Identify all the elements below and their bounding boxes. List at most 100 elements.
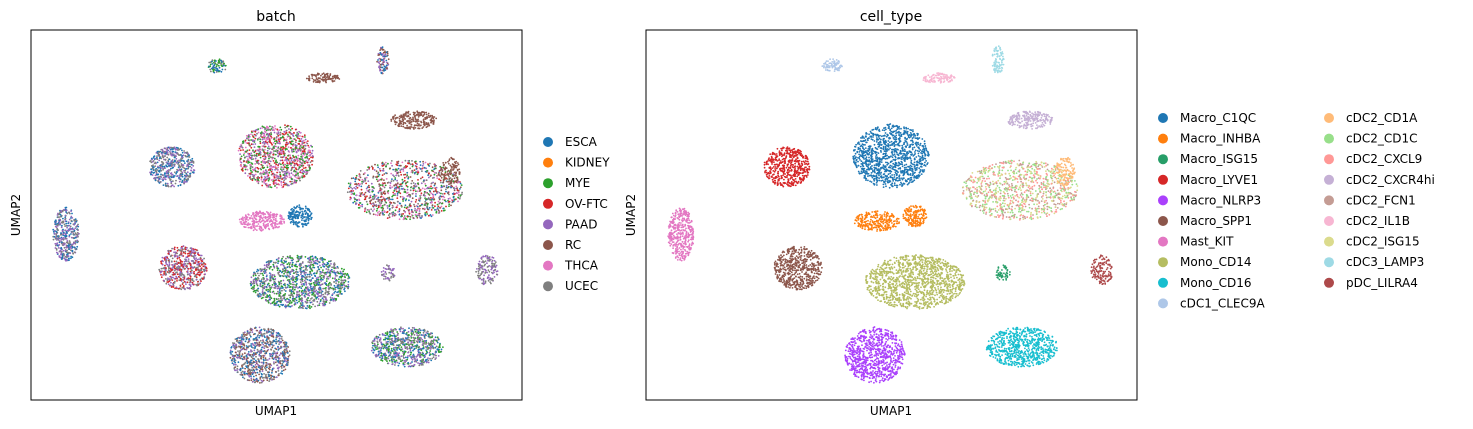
- scatter-point: [304, 162, 306, 165]
- scatter-point: [303, 151, 306, 153]
- scatter-point: [53, 235, 56, 238]
- scatter-point: [408, 212, 411, 215]
- scatter-point: [152, 166, 155, 169]
- scatter-point: [297, 143, 300, 145]
- scatter-point: [168, 259, 171, 261]
- scatter-point: [310, 160, 313, 162]
- scatter-point: [254, 157, 257, 160]
- scatter-point: [180, 268, 183, 271]
- scatter-point: [221, 65, 223, 67]
- scatter-point: [209, 63, 212, 66]
- scatter-point: [60, 253, 62, 256]
- scatter-point: [369, 212, 372, 215]
- scatter-point: [299, 131, 302, 134]
- scatter-point: [406, 215, 409, 218]
- scatter-point: [189, 165, 192, 168]
- scatter-point: [267, 161, 270, 164]
- scatter-point: [164, 147, 167, 150]
- scatter-point: [394, 202, 396, 205]
- scatter-point: [278, 183, 281, 186]
- scatter-point: [246, 216, 249, 219]
- scatter-point: [165, 149, 168, 151]
- scatter-point: [317, 80, 319, 83]
- scatter-point: [273, 129, 275, 132]
- scatter-point: [177, 269, 180, 271]
- scatter-point: [411, 211, 414, 214]
- scatter-point: [346, 191, 349, 194]
- scatter-point: [262, 140, 265, 143]
- scatter-point: [55, 233, 58, 236]
- scatter-point: [254, 291, 257, 294]
- scatter-point: [259, 153, 262, 156]
- scatter-point: [307, 208, 310, 211]
- scatter-point: [164, 159, 167, 161]
- scatter-point: [254, 143, 257, 145]
- scatter-point: [65, 246, 68, 249]
- scatter-point: [417, 124, 419, 127]
- scatter-point: [418, 200, 421, 202]
- scatter-point: [360, 193, 362, 196]
- scatter-point: [276, 169, 279, 172]
- scatter-point: [244, 218, 247, 221]
- scatter-point: [176, 171, 178, 174]
- scatter-point: [257, 178, 259, 181]
- scatter-point: [431, 177, 434, 179]
- scatter-point: [180, 247, 183, 249]
- scatter-point: [153, 177, 155, 180]
- scatter-point: [66, 232, 68, 235]
- scatter-point: [271, 172, 274, 175]
- scatter-point: [296, 163, 299, 166]
- scatter-point: [54, 242, 57, 245]
- scatter-point: [373, 187, 375, 190]
- scatter-point: [246, 137, 248, 140]
- scatter-point: [285, 160, 288, 163]
- scatter-point: [304, 136, 306, 138]
- scatter-point: [396, 182, 399, 185]
- scatter-point: [270, 137, 273, 140]
- scatter-point: [267, 135, 270, 138]
- scatter-point: [278, 140, 281, 143]
- scatter-point: [281, 159, 284, 162]
- scatter-point: [412, 120, 415, 123]
- scatter-point: [159, 168, 162, 170]
- scatter-point: [418, 207, 420, 210]
- scatter-point: [373, 193, 376, 196]
- scatter-point: [382, 51, 385, 54]
- scatter-point: [436, 175, 438, 177]
- scatter-point: [247, 226, 250, 229]
- scatter-point: [268, 156, 271, 159]
- scatter-point: [250, 133, 252, 136]
- scatter-point: [189, 262, 192, 265]
- scatter-point: [271, 166, 274, 169]
- scatter-point: [308, 149, 311, 152]
- scatter-point: [269, 211, 272, 214]
- scatter-point: [401, 178, 404, 181]
- scatter-point: [360, 185, 363, 188]
- scatter-point: [71, 243, 73, 246]
- scatter-point: [263, 142, 266, 145]
- scatter-point: [240, 165, 243, 168]
- scatter-point: [181, 155, 184, 157]
- scatter-point: [413, 169, 416, 172]
- scatter-point: [254, 168, 256, 170]
- scatter-point: [415, 195, 417, 198]
- scatter-point: [389, 167, 391, 170]
- scatter-point: [304, 138, 307, 141]
- scatter-point: [393, 184, 396, 187]
- scatter-point: [199, 273, 201, 276]
- scatter-point: [249, 166, 252, 169]
- scatter-point: [290, 163, 292, 165]
- scatter-point: [181, 181, 183, 184]
- scatter-point: [416, 182, 419, 185]
- scatter-point: [291, 210, 294, 213]
- scatter-point: [454, 173, 457, 175]
- scatter-point: [438, 211, 441, 214]
- scatter-point: [436, 203, 439, 206]
- scatter-point: [174, 269, 176, 272]
- scatter-point: [424, 161, 427, 164]
- scatter-point: [287, 159, 290, 162]
- scatter-point: [247, 152, 250, 155]
- scatter-point: [218, 61, 221, 64]
- scatter-point: [179, 274, 181, 276]
- scatter-point: [420, 203, 423, 206]
